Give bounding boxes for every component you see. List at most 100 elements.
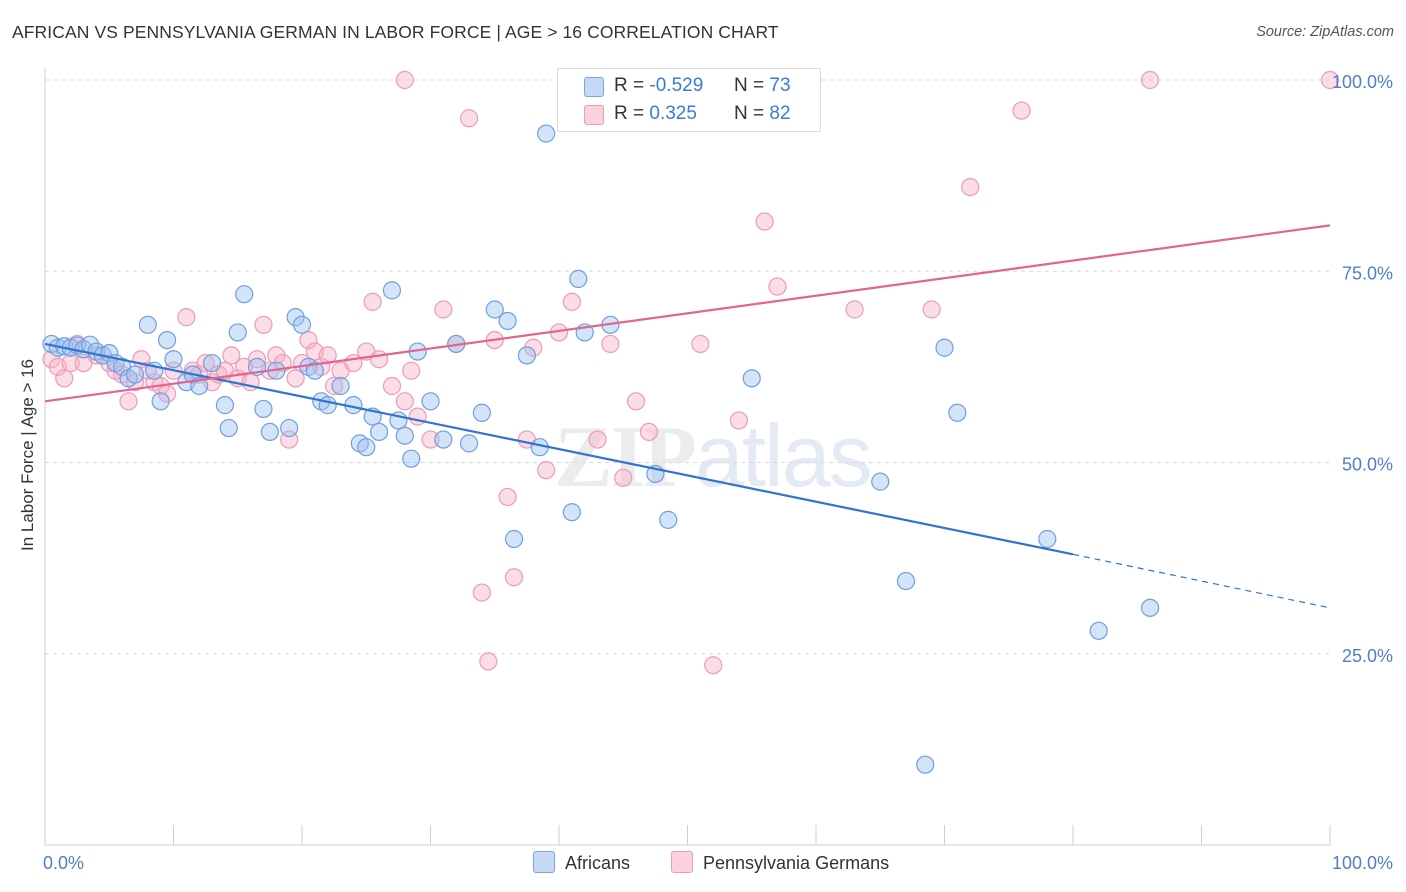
pa-germans-point <box>421 430 440 449</box>
series-legend: Africans Pennsylvania Germans <box>0 851 1406 877</box>
africans-point <box>498 311 517 331</box>
axis-layer <box>44 68 1331 846</box>
legend-item-pa-germans[interactable]: Pennsylvania Germans <box>671 851 889 877</box>
africans-point <box>421 392 440 411</box>
pa-germans-point <box>704 656 723 675</box>
legend-item-africans[interactable]: Africans <box>533 851 630 877</box>
points-layer <box>42 70 1340 774</box>
legend-n-value-pa-germans: 82 <box>769 103 791 124</box>
pa-germans-point <box>119 392 138 411</box>
africans-point <box>254 399 273 419</box>
legend-swatch-pa-germans <box>584 105 604 125</box>
legend-swatch-pa-germans <box>671 851 693 873</box>
africans-point <box>305 361 324 380</box>
pa-germans-point <box>286 369 305 388</box>
pa-germans-point <box>395 392 414 411</box>
pa-germans-point <box>472 583 491 602</box>
africans-point <box>935 338 954 357</box>
pa-germans-point <box>325 376 344 396</box>
africans-point <box>157 331 177 350</box>
pa-germans-point <box>601 334 620 354</box>
africans-point <box>871 472 890 491</box>
legend-label-africans: Africans <box>565 853 631 873</box>
africans-point <box>228 323 247 342</box>
africans-point <box>370 422 389 441</box>
pa-germans-point <box>768 277 787 296</box>
pa-germans-point <box>434 300 453 319</box>
africans-point <box>517 346 536 365</box>
pa-germans-point <box>498 487 517 507</box>
africans-point <box>1140 598 1160 617</box>
pa-germans-point <box>196 353 215 373</box>
pa-germans-point <box>479 652 498 671</box>
pa-germans-point <box>370 350 389 369</box>
pa-germans-point <box>1320 70 1340 90</box>
pa-germans-point <box>961 178 980 197</box>
africans-point <box>292 315 312 334</box>
pa-germans-point <box>222 346 241 365</box>
pa-germans-point <box>382 376 402 396</box>
pa-germans-point <box>691 334 710 354</box>
africans-point <box>125 365 145 384</box>
pa-germans-point <box>247 350 267 369</box>
pa-germans-point <box>177 308 196 327</box>
pa-germans-point <box>61 353 80 373</box>
pa-germans-point <box>537 461 556 480</box>
legend-swatch-africans <box>584 77 604 97</box>
pa-germans-point <box>755 212 774 231</box>
africans-trend-line <box>44 342 1074 556</box>
chart-title: AFRICAN VS PENNSYLVANIA GERMAN IN LABOR … <box>12 22 779 42</box>
africans-point <box>260 422 279 441</box>
africans-point <box>948 403 967 422</box>
pa-germans-point <box>504 568 524 587</box>
pa-germans-point <box>459 109 479 128</box>
pa-germans-point <box>845 300 864 319</box>
pa-germans-point <box>55 369 74 388</box>
pa-germans-point <box>395 70 414 90</box>
africans-point <box>472 403 491 422</box>
pa-germans-point <box>729 411 749 430</box>
africans-trend-extension <box>1072 553 1331 609</box>
africans-point <box>569 269 588 288</box>
africans-point <box>395 426 414 445</box>
legend-n-value-africans: 73 <box>769 75 791 96</box>
africans-point <box>318 396 337 415</box>
pa-germans-point <box>562 292 581 311</box>
africans-point <box>215 396 234 415</box>
africans-point <box>504 529 524 549</box>
legend-row-pa-germans: R = 0.325 N = 82 <box>558 101 820 129</box>
pa-germans-point <box>363 292 382 311</box>
africans-point <box>138 315 157 334</box>
pa-germans-point <box>1140 70 1160 90</box>
y-tick-label: 50.0% <box>1342 455 1393 475</box>
africans-point <box>1038 529 1057 549</box>
pa-germans-point <box>299 331 318 350</box>
africans-point <box>331 376 350 396</box>
africans-point <box>402 449 421 468</box>
pa-germans-point <box>402 361 421 380</box>
legend-r-label: R = <box>614 103 645 124</box>
africans-point <box>916 755 935 774</box>
pa-germans-point <box>254 315 273 334</box>
africans-point <box>659 510 678 529</box>
legend-swatch-africans <box>533 851 555 873</box>
trend-layer <box>44 224 1331 609</box>
africans-point <box>896 571 916 591</box>
africans-point <box>357 438 376 457</box>
legend-row-africans: R = -0.529 N = 73 <box>558 73 820 101</box>
africans-point <box>1089 621 1108 640</box>
africans-point <box>280 418 299 438</box>
pa-germans-point <box>588 430 607 449</box>
y-tick-label: 25.0% <box>1342 646 1393 666</box>
pa-germans-trend-line <box>44 224 1331 403</box>
africans-point <box>485 300 504 319</box>
legend-n-label: N = <box>734 103 765 124</box>
africans-point <box>562 503 581 522</box>
africans-point <box>202 353 222 373</box>
africans-point <box>219 418 238 438</box>
source-label: Source: ZipAtlas.com <box>1256 24 1394 40</box>
legend-label-pa-germans: Pennsylvania Germans <box>703 853 890 873</box>
x-tick-label: 0.0% <box>43 853 84 873</box>
pa-germans-point <box>639 422 659 441</box>
